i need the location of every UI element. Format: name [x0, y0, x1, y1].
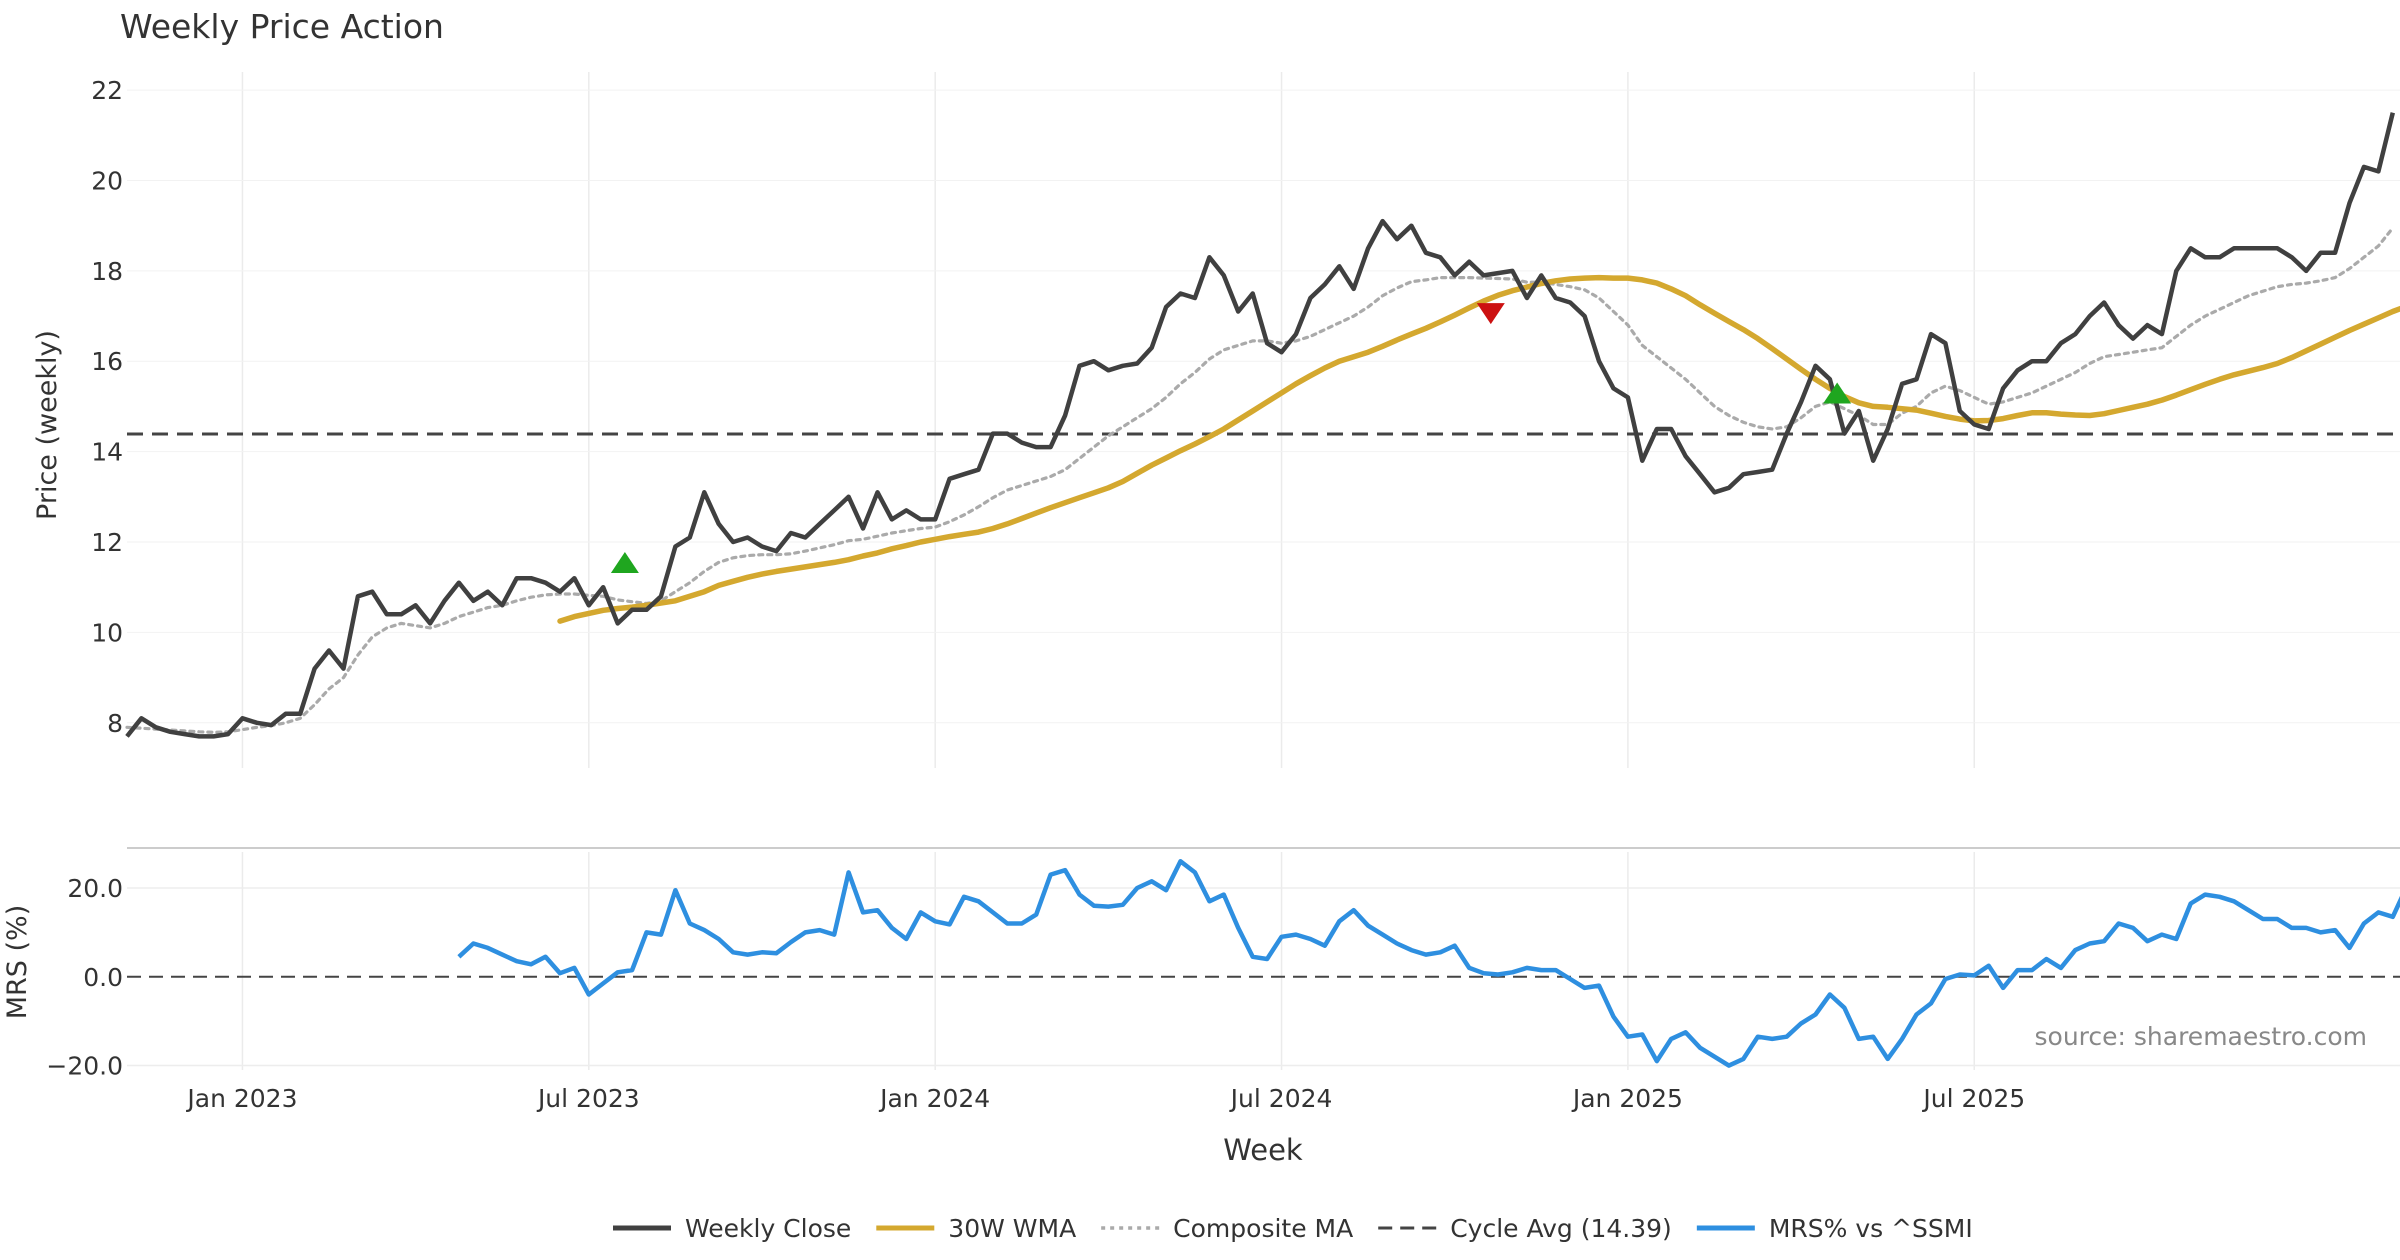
price-y-tick-label: 14 — [91, 438, 123, 467]
mrs-y-axis-label: MRS (%) — [2, 905, 33, 1020]
legend-item: Cycle Avg (14.39) — [1378, 1214, 1672, 1243]
x-axis-ticks: Jan 2023 Jul 2023 Jan 2024 Jul 2024 Jan 2025… — [185, 1084, 2025, 1113]
x-tick-label: Jul 2023 — [536, 1084, 640, 1113]
x-tick-label: Jan 2023 — [185, 1084, 297, 1113]
mrs-y-tick-label: 20.0 — [67, 874, 123, 903]
legend-label: MRS% vs ^SSMI — [1769, 1214, 1973, 1243]
mrs-y-tick-label: −20.0 — [46, 1052, 123, 1081]
sell-signal-marker — [1476, 303, 1505, 325]
mrs-y-tick-label: 0.0 — [83, 963, 123, 992]
legend: Weekly Close 30W WMA Composite MA Cycle Avg… — [613, 1214, 1973, 1243]
source-label: source: sharemaestro.com — [2035, 1022, 2368, 1051]
signal-markers — [610, 303, 1852, 574]
price-y-ticks: 8 10 12 14 16 18 20 22 — [91, 76, 123, 738]
price-y-tick-label: 10 — [91, 618, 123, 647]
mrs-series — [127, 859, 2400, 1068]
chart-title: Weekly Price Action — [120, 7, 444, 46]
x-tick-label: Jul 2024 — [1229, 1084, 1333, 1113]
mrs-grid — [127, 852, 2400, 1070]
weekly-close-line — [125, 112, 2395, 739]
buy-signal-marker — [1823, 382, 1852, 404]
x-tick-label: Jan 2025 — [1571, 1084, 1683, 1113]
legend-label: Cycle Avg (14.39) — [1450, 1214, 1672, 1243]
price-y-tick-label: 22 — [91, 76, 123, 105]
mrs-line — [457, 859, 2400, 1068]
price-y-tick-label: 20 — [91, 166, 123, 195]
legend-item: MRS% vs ^SSMI — [1696, 1214, 1973, 1243]
price-y-tick-label: 8 — [107, 709, 123, 738]
legend-item: 30W WMA — [876, 1214, 1076, 1243]
x-tick-label: Jan 2024 — [878, 1084, 990, 1113]
price-y-axis-label: Price (weekly) — [32, 330, 63, 520]
mrs-panel: −20.0 0.0 20.0 Jan 2023 Jul 2023 Jan 2024 Jul… — [2, 847, 2400, 1167]
legend-item: Weekly Close — [613, 1214, 851, 1243]
price-panel: 8 10 12 14 16 18 20 22 Weekly Price Action Pric… — [32, 7, 2400, 768]
buy-signal-marker — [610, 552, 639, 574]
x-tick-label: Jul 2025 — [1921, 1084, 2025, 1113]
legend-item: Composite MA — [1101, 1214, 1353, 1243]
price-y-tick-label: 16 — [91, 347, 123, 376]
x-axis-label: Week — [1223, 1133, 1303, 1167]
legend-label: Weekly Close — [685, 1214, 851, 1243]
legend-label: 30W WMA — [948, 1214, 1076, 1243]
price-series — [125, 112, 2400, 739]
mrs-y-ticks: −20.0 0.0 20.0 — [46, 874, 123, 1081]
price-y-tick-label: 18 — [91, 257, 123, 286]
legend-label: Composite MA — [1173, 1214, 1353, 1243]
price-y-tick-label: 12 — [91, 528, 123, 557]
wma-30w-line — [557, 274, 2400, 624]
